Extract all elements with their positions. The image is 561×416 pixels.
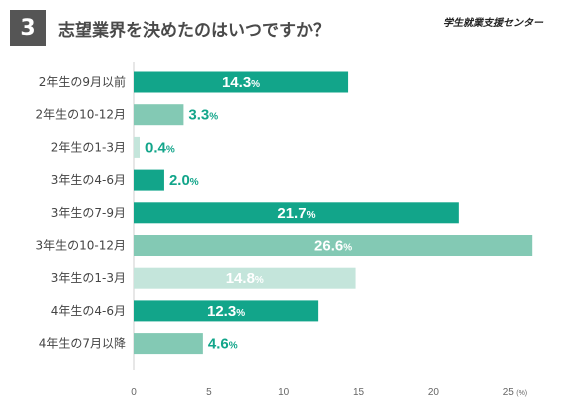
x-tick-label: 25 bbox=[503, 387, 515, 398]
data-label: 14.3% bbox=[222, 74, 260, 91]
x-tick-label: 0 bbox=[131, 387, 137, 398]
bar bbox=[134, 300, 319, 322]
category-label: 4年生の7月以降 bbox=[39, 337, 126, 351]
chart-title: 志望業界を決めたのはいつですか？ bbox=[58, 21, 330, 41]
x-tick-label: 5 bbox=[206, 387, 212, 398]
category-label: 3年生の7-9月 bbox=[51, 206, 126, 220]
x-tick-label: 15 bbox=[353, 387, 365, 398]
category-label: 2年生の9月以前 bbox=[39, 74, 126, 89]
bar bbox=[134, 71, 349, 93]
data-label: 2.0% bbox=[169, 172, 199, 189]
bar bbox=[134, 235, 533, 256]
bar bbox=[134, 267, 356, 289]
data-label: 26.6% bbox=[314, 238, 352, 255]
category-label: 4年生の4-6月 bbox=[51, 304, 126, 318]
bar bbox=[134, 136, 140, 158]
category-label: 2年生の10-12月 bbox=[35, 108, 126, 122]
x-tick-label: 20 bbox=[428, 387, 440, 398]
data-label: 4.6% bbox=[208, 336, 238, 353]
data-label: 21.7% bbox=[277, 205, 315, 222]
x-tick-label: 10 bbox=[278, 387, 290, 398]
category-label: 3年生の10-12月 bbox=[35, 239, 126, 253]
bar bbox=[134, 169, 164, 191]
x-axis-unit-label: (%) bbox=[516, 390, 527, 397]
data-label: 12.3% bbox=[207, 303, 245, 320]
bar bbox=[134, 333, 203, 355]
data-label: 3.3% bbox=[188, 107, 218, 124]
category-label: 3年生の4-6月 bbox=[51, 173, 126, 187]
category-label: 3年生の1-3月 bbox=[51, 271, 126, 285]
data-label: 14.8% bbox=[226, 270, 264, 287]
chart-header: 3 志望業界を決めたのはいつですか？ 学生就業支援センター bbox=[10, 10, 551, 46]
data-label: 0.4% bbox=[145, 139, 175, 156]
category-label: 2年生の1-3月 bbox=[51, 140, 126, 154]
brand-logo-text: 学生就業支援センター bbox=[443, 18, 543, 29]
question-number-badge: 3 bbox=[10, 10, 46, 46]
bar bbox=[134, 104, 184, 126]
bar bbox=[134, 202, 459, 224]
